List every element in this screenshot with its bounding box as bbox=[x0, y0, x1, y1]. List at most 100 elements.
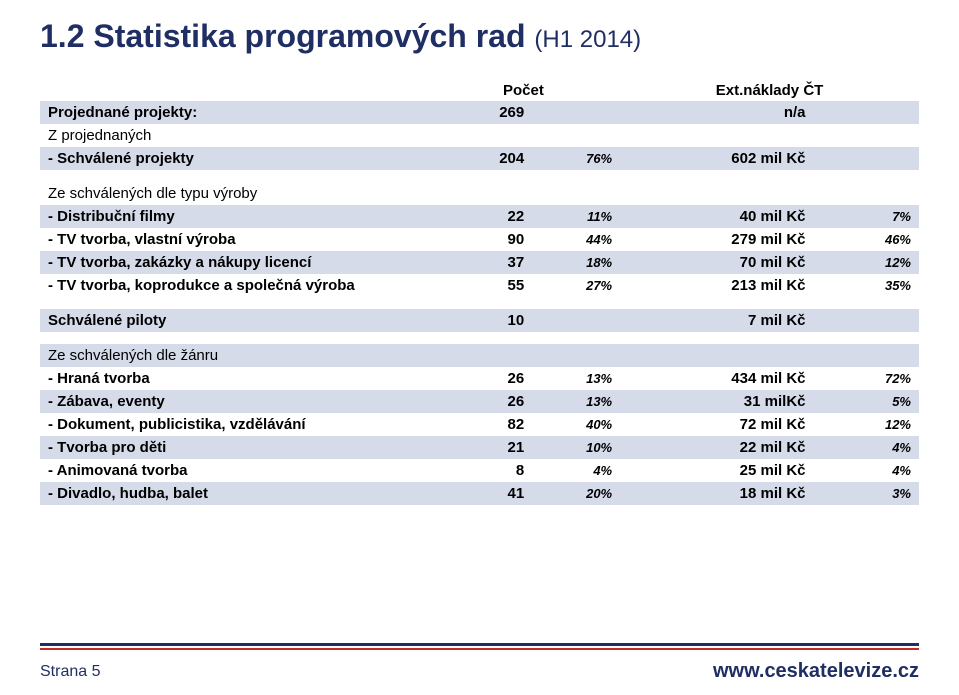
cell-cpct: 4% bbox=[814, 459, 920, 482]
spacer bbox=[40, 170, 919, 182]
section-typ-vyroby: - Distribuční filmy2211%40 mil Kč7%- TV … bbox=[40, 205, 919, 297]
cell-pct: 10% bbox=[532, 436, 620, 459]
cell-pct: 40% bbox=[532, 413, 620, 436]
table-row: - Tvorba pro děti2110%22 mil Kč4% bbox=[40, 436, 919, 459]
cell-cost: 213 mil Kč bbox=[620, 274, 813, 297]
cell-cost: 18 mil Kč bbox=[620, 482, 813, 505]
cell-cost: 279 mil Kč bbox=[620, 228, 813, 251]
cell-label: Z projednaných bbox=[40, 124, 427, 147]
cell-label: Schválené piloty bbox=[40, 309, 427, 332]
cell-cost: 72 mil Kč bbox=[620, 413, 813, 436]
cell-label: - TV tvorba, koprodukce a společná výrob… bbox=[40, 274, 427, 297]
page-title: 1.2 Statistika programových rad (H1 2014… bbox=[40, 18, 919, 55]
cell-count: 26 bbox=[427, 367, 532, 390]
cell-count: 8 bbox=[427, 459, 532, 482]
cell-cost: 40 mil Kč bbox=[620, 205, 813, 228]
table-row: Z projednaných bbox=[40, 124, 919, 147]
header-count: Počet bbox=[427, 79, 620, 101]
cell-label: - Schválené projekty bbox=[40, 147, 427, 170]
section-header-label: Ze schválených dle žánru bbox=[40, 344, 427, 367]
cell-cpct: 7% bbox=[814, 205, 920, 228]
section-header-typ-vyroby: Ze schválených dle typu výroby bbox=[40, 182, 919, 205]
cell-cpct bbox=[814, 124, 920, 147]
section-zanr: - Hraná tvorba2613%434 mil Kč72%- Zábava… bbox=[40, 367, 919, 505]
cell-count: 90 bbox=[427, 228, 532, 251]
cell-cpct: 35% bbox=[814, 274, 920, 297]
cell-cost: 31 milKč bbox=[620, 390, 813, 413]
spacer bbox=[40, 332, 919, 344]
cell-pct: 13% bbox=[532, 367, 620, 390]
table-row: - TV tvorba, zakázky a nákupy licencí371… bbox=[40, 251, 919, 274]
stats-table: Počet Ext.náklady ČT Projednané projekty… bbox=[40, 79, 919, 505]
table-row: - Hraná tvorba2613%434 mil Kč72% bbox=[40, 367, 919, 390]
table-row: - Dokument, publicistika, vzdělávání8240… bbox=[40, 413, 919, 436]
section-header-zanr: Ze schválených dle žánru bbox=[40, 344, 919, 367]
spacer bbox=[40, 297, 919, 309]
cell-label: - TV tvorba, zakázky a nákupy licencí bbox=[40, 251, 427, 274]
cell-cost: 602 mil Kč bbox=[620, 147, 813, 170]
cell-pct: 18% bbox=[532, 251, 620, 274]
footer: Strana 5 www.ceskatelevize.cz bbox=[0, 635, 959, 695]
cell-count: 204 bbox=[427, 147, 532, 170]
header-cost: Ext.náklady ČT bbox=[620, 79, 919, 101]
page-number: Strana 5 bbox=[40, 663, 100, 681]
table-row: Schválené piloty10 7 mil Kč bbox=[40, 309, 919, 332]
section-pilots: Schválené piloty10 7 mil Kč bbox=[40, 309, 919, 332]
cell-label: Projednané projekty: bbox=[40, 101, 427, 124]
cell-pct bbox=[532, 101, 620, 124]
cell-count: 26 bbox=[427, 390, 532, 413]
cell-count: 21 bbox=[427, 436, 532, 459]
cell-cpct: 12% bbox=[814, 251, 920, 274]
table-row: - TV tvorba, koprodukce a společná výrob… bbox=[40, 274, 919, 297]
cell-pct: 20% bbox=[532, 482, 620, 505]
cell-count: 41 bbox=[427, 482, 532, 505]
cell-cost: n/a bbox=[620, 101, 813, 124]
cell-cpct bbox=[814, 309, 920, 332]
title-sub: (H1 2014) bbox=[534, 26, 641, 53]
cell-count: 82 bbox=[427, 413, 532, 436]
slide-content: 1.2 Statistika programových rad (H1 2014… bbox=[0, 0, 959, 505]
cell-cpct: 72% bbox=[814, 367, 920, 390]
cell-label: - Dokument, publicistika, vzdělávání bbox=[40, 413, 427, 436]
cell-label: - Zábava, eventy bbox=[40, 390, 427, 413]
table-row: - Distribuční filmy2211%40 mil Kč7% bbox=[40, 205, 919, 228]
section-header-label: Ze schválených dle typu výroby bbox=[40, 182, 427, 205]
footer-url: www.ceskatelevize.cz bbox=[713, 660, 919, 683]
cell-cost: 70 mil Kč bbox=[620, 251, 813, 274]
cell-cost: 434 mil Kč bbox=[620, 367, 813, 390]
cell-cost bbox=[620, 124, 813, 147]
cell-pct: 76% bbox=[532, 147, 620, 170]
cell-pct bbox=[532, 124, 620, 147]
title-main: 1.2 Statistika programových rad bbox=[40, 18, 526, 54]
cell-count bbox=[427, 124, 532, 147]
cell-pct: 44% bbox=[532, 228, 620, 251]
cell-cost: 22 mil Kč bbox=[620, 436, 813, 459]
table-header-row: Počet Ext.náklady ČT bbox=[40, 79, 919, 101]
table-row: - Animovaná tvorba84%25 mil Kč4% bbox=[40, 459, 919, 482]
cell-label: - Hraná tvorba bbox=[40, 367, 427, 390]
cell-label: - Divadlo, hudba, balet bbox=[40, 482, 427, 505]
cell-label: - TV tvorba, vlastní výroba bbox=[40, 228, 427, 251]
cell-pct bbox=[532, 309, 620, 332]
header-spacer bbox=[40, 79, 427, 101]
cell-count: 269 bbox=[427, 101, 532, 124]
cell-count: 55 bbox=[427, 274, 532, 297]
cell-pct: 27% bbox=[532, 274, 620, 297]
table-row: - Schválené projekty20476%602 mil Kč bbox=[40, 147, 919, 170]
footer-row: Strana 5 www.ceskatelevize.cz bbox=[40, 660, 919, 683]
cell-cost: 7 mil Kč bbox=[620, 309, 813, 332]
cell-count: 10 bbox=[427, 309, 532, 332]
footer-rule-red bbox=[40, 648, 919, 650]
cell-label: - Tvorba pro děti bbox=[40, 436, 427, 459]
cell-label: - Distribuční filmy bbox=[40, 205, 427, 228]
cell-cpct: 4% bbox=[814, 436, 920, 459]
table-row: - Zábava, eventy2613%31 milKč5% bbox=[40, 390, 919, 413]
cell-count: 37 bbox=[427, 251, 532, 274]
footer-rule-blue bbox=[40, 643, 919, 646]
cell-cost: 25 mil Kč bbox=[620, 459, 813, 482]
cell-cpct bbox=[814, 147, 920, 170]
table-row: Projednané projekty:269 n/a bbox=[40, 101, 919, 124]
cell-pct: 11% bbox=[532, 205, 620, 228]
cell-pct: 13% bbox=[532, 390, 620, 413]
cell-cpct bbox=[814, 101, 920, 124]
